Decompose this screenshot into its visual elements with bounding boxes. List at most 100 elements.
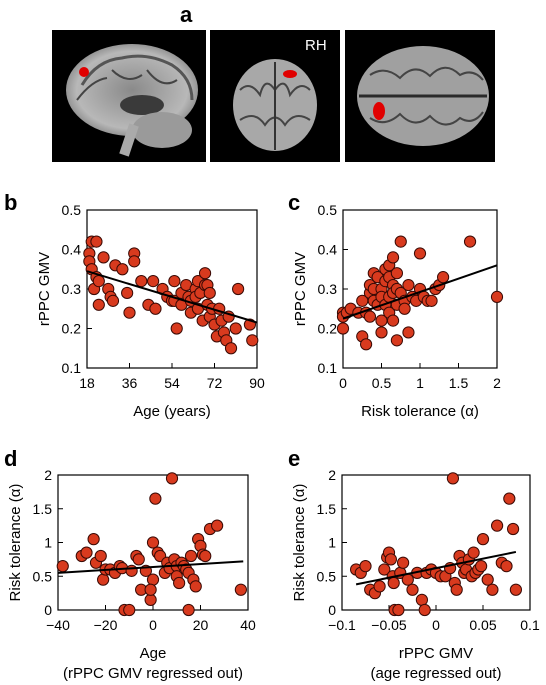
y-axis-label-c: rPPC GMV	[292, 252, 309, 326]
y-tick-label-b: 0.5	[62, 202, 82, 218]
data-point-e	[481, 573, 494, 586]
data-point-c	[390, 334, 403, 347]
data-point-e	[384, 553, 397, 566]
data-point-e	[397, 556, 410, 569]
y-tick-label-e: 1	[328, 535, 336, 551]
y-tick-label-d: 1	[44, 535, 52, 551]
y-tick-label-c: 0.3	[318, 281, 338, 297]
data-point-b	[121, 286, 134, 300]
x-tick-label-d: 40	[240, 617, 256, 633]
y-tick-label-e: 0	[328, 602, 336, 618]
data-point-c	[402, 278, 415, 292]
x-axis-sublabel-e: (age regressed out)	[371, 665, 502, 682]
data-point-c	[336, 322, 350, 335]
data-point-c	[490, 290, 504, 303]
data-point-e	[378, 563, 391, 576]
data-point-e	[446, 472, 460, 485]
y-tick-label-d: 0.5	[33, 568, 53, 584]
data-point-c	[463, 235, 477, 248]
data-point-d	[125, 564, 138, 577]
data-point-c	[413, 247, 427, 260]
data-point-e	[387, 576, 400, 590]
x-tick-label-b: 36	[122, 375, 138, 391]
data-point-e	[373, 580, 386, 593]
data-point-d	[56, 560, 69, 573]
x-tick-label-c: 0	[339, 375, 347, 391]
x-tick-label-c: 1	[416, 375, 424, 391]
data-point-b	[90, 235, 103, 248]
x-tick-label-e: 0	[432, 617, 440, 633]
data-point-d	[173, 576, 186, 590]
y-tick-label-b: 0.3	[62, 281, 82, 297]
data-point-e	[475, 560, 488, 573]
x-tick-label-c: 2	[493, 375, 501, 391]
panel-label-d: d	[4, 446, 18, 471]
data-point-d	[146, 536, 160, 549]
data-point-b	[106, 294, 120, 307]
data-point-b	[97, 251, 110, 264]
data-point-c	[398, 302, 411, 315]
data-point-e	[506, 522, 520, 536]
data-point-e	[415, 593, 428, 606]
x-tick-label-d: 20	[193, 617, 209, 633]
fit-line-b	[86, 270, 258, 324]
x-tick-label-c: 1.5	[449, 375, 469, 391]
rh-label: RH	[305, 37, 327, 54]
y-tick-label-b: 0.1	[62, 360, 82, 376]
data-point-e	[509, 583, 523, 596]
panel-label-b: b	[4, 190, 18, 215]
data-point-b	[135, 275, 148, 288]
data-point-d	[165, 472, 179, 485]
x-tick-label-e: −0.05	[371, 617, 407, 633]
data-point-c	[425, 294, 438, 307]
x-tick-label-b: 90	[249, 375, 265, 391]
data-point-d	[123, 603, 136, 617]
x-axis-label-e: rPPC GMV	[399, 645, 473, 662]
data-point-b	[92, 275, 105, 288]
data-point-b	[92, 298, 105, 311]
data-point-e	[406, 583, 419, 596]
x-tick-label-c: 0.5	[372, 375, 392, 391]
y-tick-label-d: 2	[44, 467, 52, 483]
data-point-b	[123, 306, 136, 319]
x-tick-label-d: 0	[149, 617, 157, 633]
x-tick-label-b: 54	[164, 375, 180, 391]
data-point-d	[132, 553, 145, 566]
y-tick-label-d: 0	[44, 602, 52, 618]
data-point-d	[80, 546, 93, 559]
x-tick-label-e: 0.1	[520, 617, 540, 633]
data-point-e	[467, 546, 480, 559]
data-point-e	[359, 560, 372, 573]
data-point-c	[390, 267, 403, 280]
x-tick-label-e: −0.1	[328, 617, 356, 633]
data-point-e	[401, 573, 414, 586]
data-point-d	[87, 533, 100, 546]
x-axis-label-c: Risk tolerance (α)	[361, 403, 479, 420]
data-point-d	[149, 492, 162, 505]
data-point-d	[94, 549, 107, 563]
y-tick-label-e: 0.5	[317, 568, 337, 584]
sagittal-brain-image	[52, 30, 206, 162]
data-point-c	[360, 338, 373, 351]
y-tick-label-c: 0.4	[318, 242, 338, 258]
fit-line-c	[342, 264, 498, 320]
x-tick-label-d: −40	[46, 617, 70, 633]
axial-brain-image	[345, 30, 495, 162]
data-point-c	[437, 271, 450, 284]
data-point-e	[500, 560, 513, 573]
y-tick-label-e: 2	[328, 467, 336, 483]
y-axis-label-d: Risk tolerance (α)	[7, 484, 24, 602]
data-point-c	[386, 251, 400, 264]
data-point-e	[450, 583, 463, 596]
data-point-d	[146, 573, 160, 586]
data-point-d	[97, 573, 110, 586]
data-point-d	[182, 603, 195, 617]
data-point-c	[363, 310, 377, 323]
data-point-c	[386, 314, 400, 327]
data-point-c	[394, 235, 407, 248]
y-tick-label-c: 0.5	[318, 202, 338, 218]
y-axis-label-b: rPPC GMV	[36, 252, 53, 326]
x-axis-sublabel-d: (rPPC GMV regressed out)	[63, 665, 243, 682]
fit-line-d	[57, 560, 244, 574]
